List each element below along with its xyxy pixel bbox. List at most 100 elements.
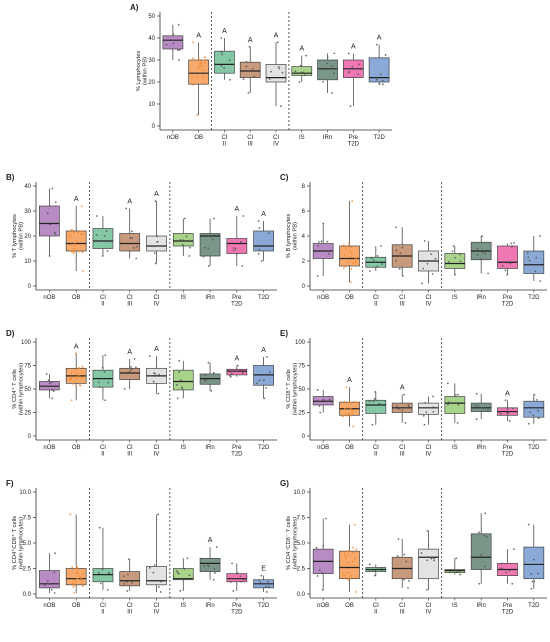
box-ci-ii [365,245,387,272]
y-tick-label: 40 [24,184,31,190]
data-point [511,245,513,248]
data-point [371,423,374,426]
data-point [133,358,136,360]
box-ob [339,523,360,593]
data-point [331,92,333,94]
data-point [192,41,194,44]
data-point [319,411,322,414]
x-tick-label: OB [72,295,81,301]
x-tick-label: Pre T2D [231,603,243,616]
box-ci-iv [418,395,439,426]
data-point [537,417,540,420]
data-point [178,359,181,362]
data-point [181,239,184,242]
data-point [223,67,226,69]
data-point [299,64,302,67]
data-point [183,567,186,570]
x-tick-label: T2D [258,445,270,451]
data-point [257,252,260,255]
box-iqr [497,245,518,269]
data-point [78,250,80,253]
data-point [346,561,349,564]
data-point [407,406,410,408]
y-tick-label: 2.5 [23,567,32,573]
data-point [270,70,272,73]
box-irn [199,217,221,267]
data-point [200,65,203,68]
data-point [74,379,77,382]
data-point [176,49,179,52]
data-point [256,382,258,385]
data-point [230,372,233,375]
x-tick-label-line: T2D [502,302,514,308]
data-point [380,245,382,247]
data-point [346,407,349,409]
data-point [420,552,423,554]
data-point [265,387,267,389]
data-point [242,578,245,581]
data-point [347,579,350,581]
data-point [531,580,534,583]
box-ci-iv [146,513,167,593]
data-point [432,406,435,408]
data-point [105,240,108,243]
x-tick-label-line: CI [127,295,133,301]
data-point [535,256,538,259]
data-point [342,267,345,270]
data-point [372,259,375,261]
box-ci-iv [418,240,439,285]
box-iqr [444,396,466,414]
data-point [401,409,404,412]
data-point [106,249,109,252]
y-axis-label-line: % CD8⁺ T cells [285,369,292,409]
panel-label: F) [6,479,14,488]
box-ci-iii: A [239,37,261,94]
data-point [130,368,133,371]
data-point [457,393,459,396]
y-tick-label: 20 [148,80,155,86]
data-point [128,558,130,561]
data-point [69,378,72,381]
data-point [178,371,181,374]
y-axis-label-line: % CD4⁺CD8⁺ T cells [11,516,18,570]
data-point [54,201,57,204]
y-axis-label: % B lymphocytes(within PB) [286,214,299,259]
data-point [318,569,321,572]
panel-label: E) [280,329,288,338]
box-ci-ii [92,526,114,591]
box-ci-iii [391,538,413,589]
x-tick-label: Pre T2D [502,603,514,616]
x-tick-label: T2D [528,445,540,451]
box-is [172,359,194,400]
x-tick-label-line: T2D [258,603,270,609]
x-tick-label: CI IV [154,295,160,308]
panel-f: F) 0.0 2.5 5.0 7.5 10.0 % CD4⁺CD8⁺ T cells(wit… [6,479,277,616]
data-point [379,73,382,76]
box-iqr [523,546,545,580]
data-point [239,241,242,243]
data-point [484,512,486,515]
data-point [347,571,350,574]
data-point [212,578,215,581]
y-axis-label: % T lymphocytes(within PB) [12,214,25,258]
data-point [457,403,460,406]
x-tick-label-line: Pre [503,295,513,301]
data-point [322,81,324,83]
data-point [433,559,436,562]
data-point [431,273,434,275]
panel-label: C) [280,173,289,182]
data-point [483,410,486,413]
data-point [526,252,529,255]
x-tick-label: CI III [399,603,405,616]
data-point [426,529,429,532]
y-tick-label: 20 [24,234,31,240]
data-point [70,377,72,379]
data-point [80,372,83,375]
data-point [75,352,77,355]
data-point [352,551,355,554]
data-point [449,571,451,574]
box-nob [312,222,334,277]
box-ob: A [339,377,360,428]
data-point [260,260,263,262]
